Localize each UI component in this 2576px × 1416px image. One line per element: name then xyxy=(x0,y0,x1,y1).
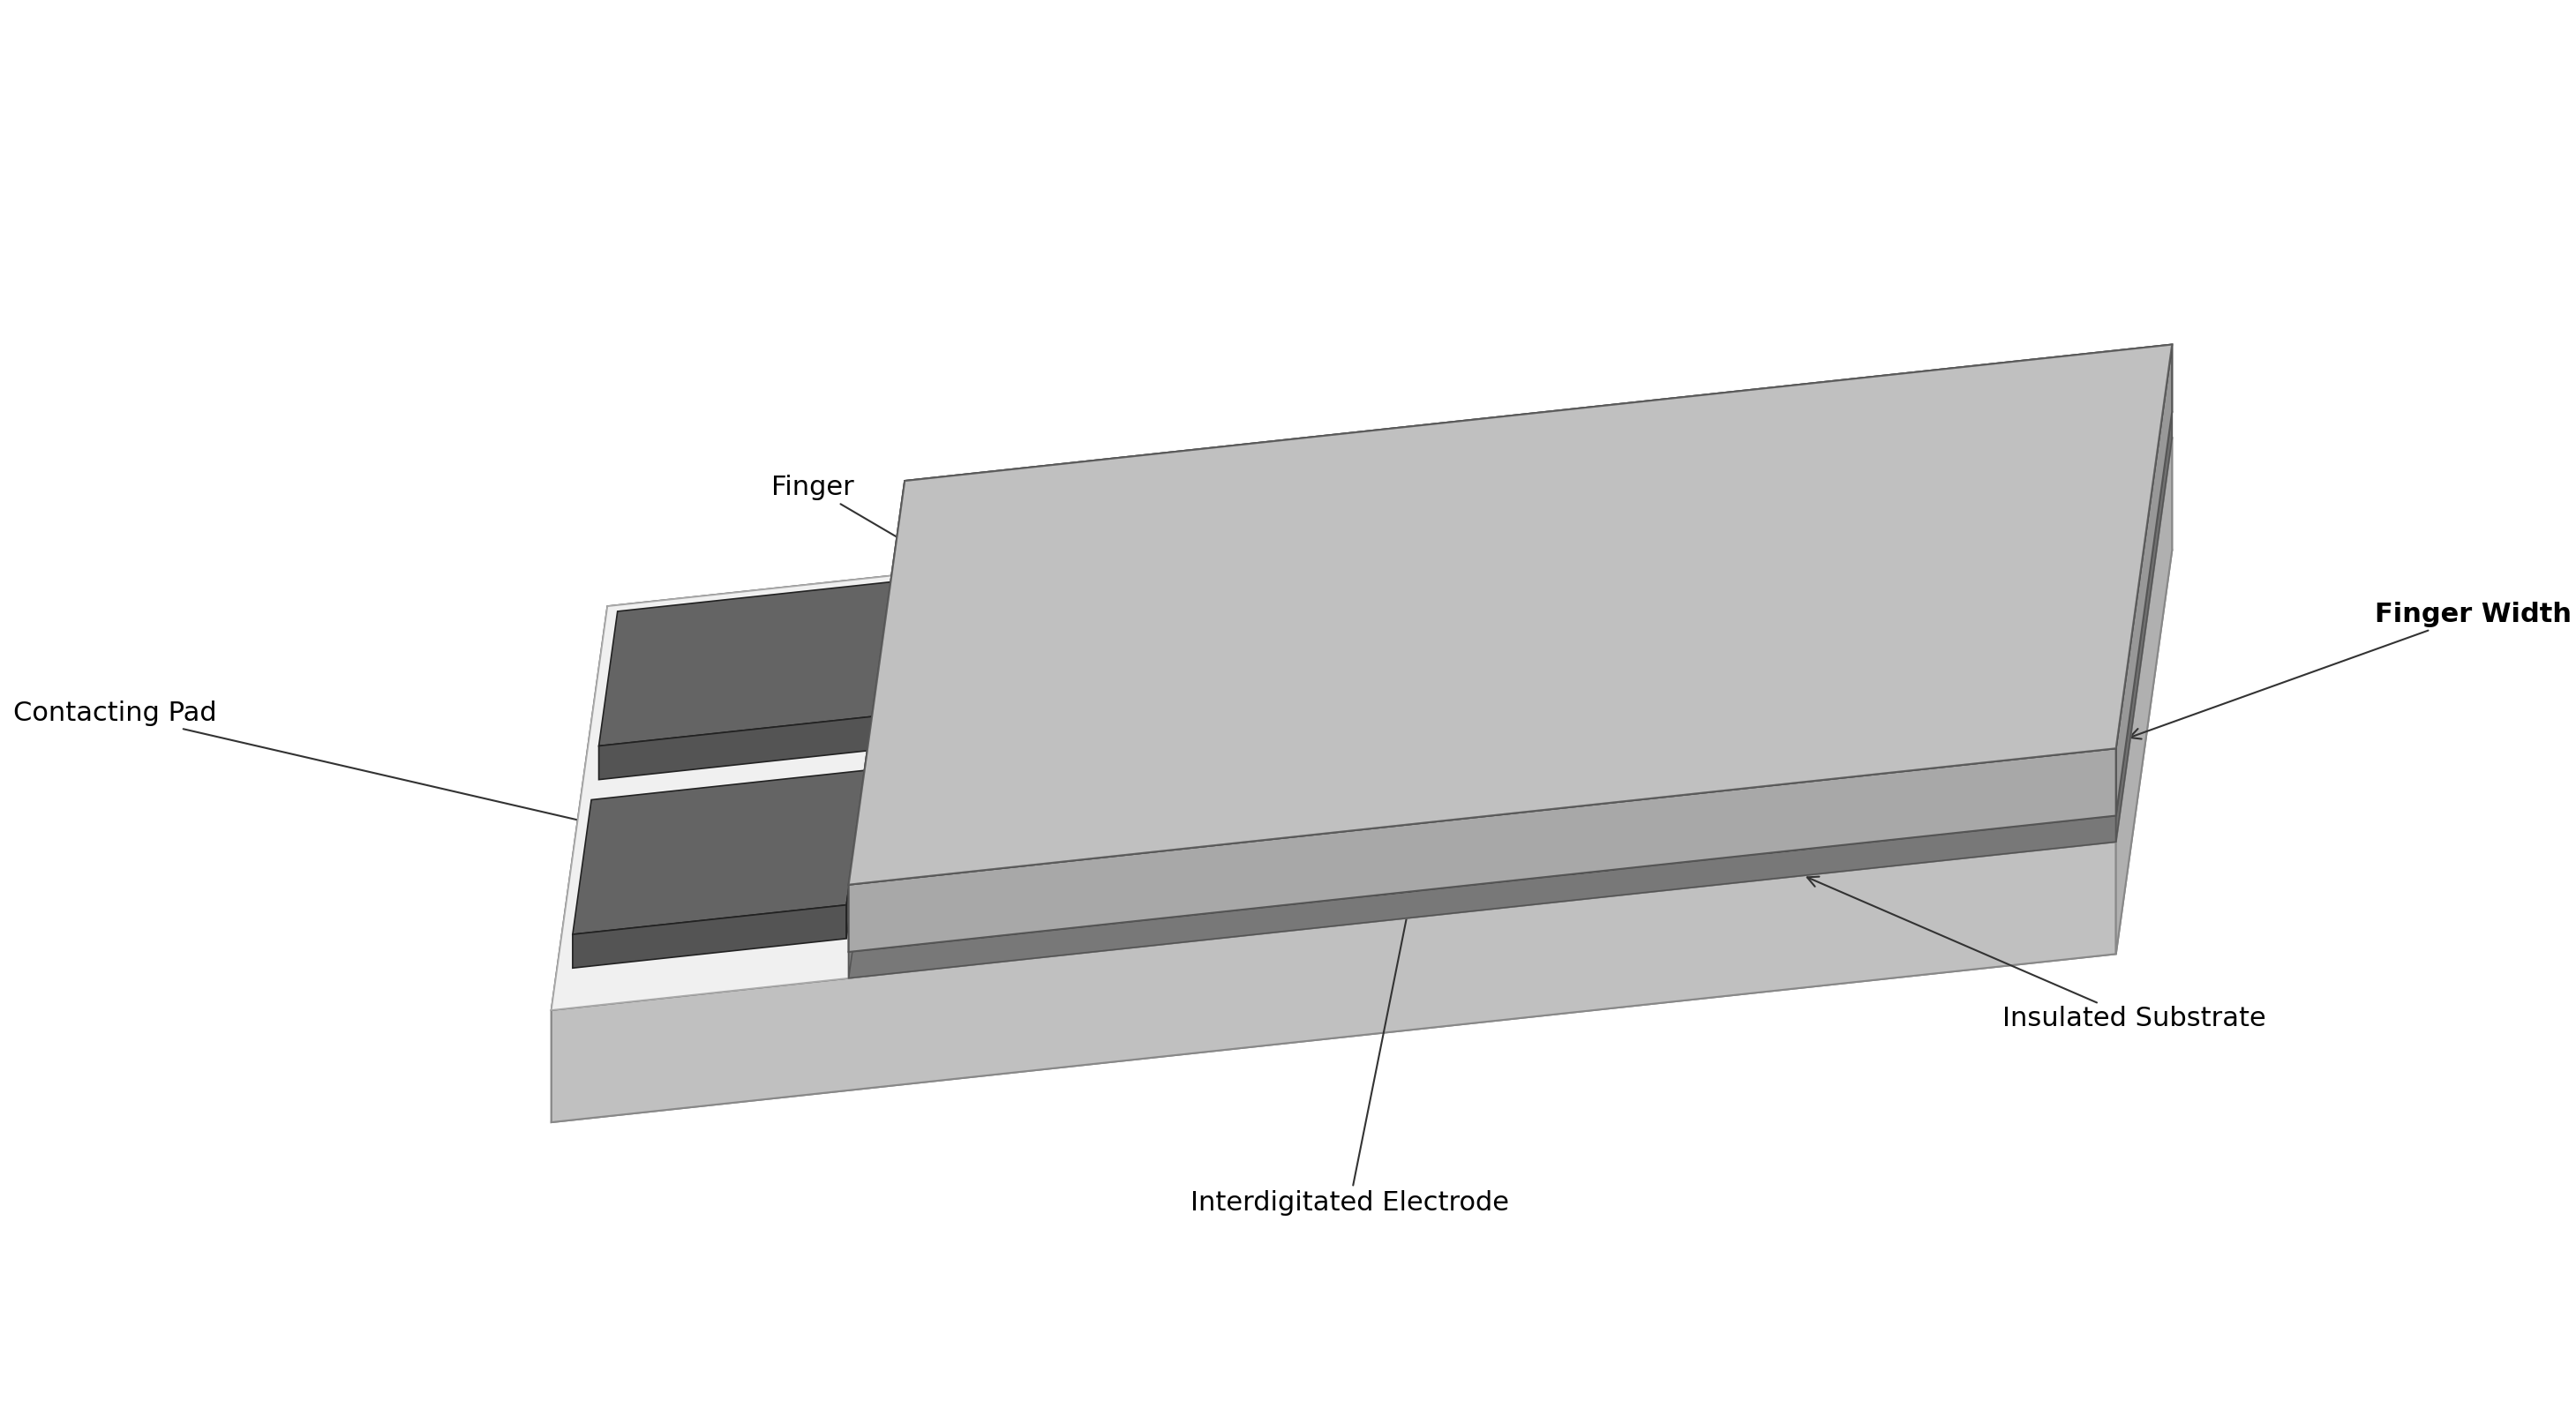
Polygon shape xyxy=(2115,344,2172,816)
Polygon shape xyxy=(1811,426,1868,848)
Polygon shape xyxy=(848,770,866,939)
Polygon shape xyxy=(1767,830,1811,854)
Polygon shape xyxy=(1669,840,1713,864)
Polygon shape xyxy=(1373,872,1417,895)
Polygon shape xyxy=(1909,415,1965,838)
Polygon shape xyxy=(848,481,904,952)
Polygon shape xyxy=(1515,457,1571,881)
Text: Contacting Pad: Contacting Pad xyxy=(13,701,706,852)
Polygon shape xyxy=(608,438,2172,718)
Polygon shape xyxy=(873,582,891,750)
Polygon shape xyxy=(1569,447,1669,855)
Polygon shape xyxy=(1569,447,1669,855)
Polygon shape xyxy=(1121,500,1177,923)
Polygon shape xyxy=(1275,479,1373,888)
Polygon shape xyxy=(1275,882,1319,906)
Text: Interdigitated Electrode: Interdigitated Electrode xyxy=(1190,896,1510,1216)
Text: Porous Sensing Layer: Porous Sensing Layer xyxy=(1095,545,1564,804)
Polygon shape xyxy=(1963,405,2063,813)
Polygon shape xyxy=(1865,415,1965,824)
Text: Gap Width: Gap Width xyxy=(1703,396,1909,630)
Polygon shape xyxy=(848,412,2172,952)
Polygon shape xyxy=(1767,830,1811,854)
Polygon shape xyxy=(551,438,2172,1010)
Polygon shape xyxy=(881,851,1613,949)
Polygon shape xyxy=(904,412,2172,575)
Polygon shape xyxy=(2115,412,2172,843)
Text: Finger Width: Finger Width xyxy=(2130,602,2571,739)
Polygon shape xyxy=(930,447,1669,566)
Polygon shape xyxy=(551,606,608,1123)
Polygon shape xyxy=(1175,490,1275,898)
Polygon shape xyxy=(848,344,2172,885)
Polygon shape xyxy=(572,905,848,969)
Polygon shape xyxy=(1613,447,1669,869)
Polygon shape xyxy=(1373,872,1417,895)
Polygon shape xyxy=(925,521,979,944)
Polygon shape xyxy=(979,915,1023,937)
Polygon shape xyxy=(598,582,891,746)
Text: Over laping area: Over laping area xyxy=(1628,377,2148,473)
Polygon shape xyxy=(1963,809,2009,833)
Polygon shape xyxy=(1417,469,1473,891)
Polygon shape xyxy=(2115,438,2172,954)
Polygon shape xyxy=(1417,469,1473,891)
Polygon shape xyxy=(1175,893,1218,916)
Polygon shape xyxy=(881,810,1620,930)
Polygon shape xyxy=(1373,469,1473,877)
Polygon shape xyxy=(1767,426,1868,834)
Polygon shape xyxy=(1218,490,1275,912)
Polygon shape xyxy=(848,344,2172,885)
Polygon shape xyxy=(1767,426,1868,834)
Polygon shape xyxy=(1713,436,1767,860)
Polygon shape xyxy=(1569,851,1613,875)
Polygon shape xyxy=(1077,500,1177,909)
Polygon shape xyxy=(979,511,1079,919)
Polygon shape xyxy=(572,770,866,935)
Polygon shape xyxy=(1811,426,1868,848)
Polygon shape xyxy=(1569,851,1613,875)
Polygon shape xyxy=(1373,469,1473,877)
Polygon shape xyxy=(904,344,2172,548)
Polygon shape xyxy=(551,843,2115,1123)
Polygon shape xyxy=(551,572,920,1010)
Polygon shape xyxy=(881,925,925,949)
Text: Finger: Finger xyxy=(770,474,1170,697)
Polygon shape xyxy=(551,551,2172,1123)
Polygon shape xyxy=(2009,405,2063,827)
Polygon shape xyxy=(848,749,2115,952)
Text: Insulated Substrate: Insulated Substrate xyxy=(1808,877,2267,1032)
Polygon shape xyxy=(1319,479,1373,902)
Polygon shape xyxy=(1077,903,1121,927)
Polygon shape xyxy=(1471,457,1571,867)
Polygon shape xyxy=(1023,511,1079,933)
Polygon shape xyxy=(598,716,873,780)
Polygon shape xyxy=(848,816,2115,978)
Polygon shape xyxy=(1613,447,1669,869)
Polygon shape xyxy=(1471,861,1515,885)
Polygon shape xyxy=(848,548,904,978)
Polygon shape xyxy=(1669,436,1767,845)
Polygon shape xyxy=(881,521,979,930)
Polygon shape xyxy=(1865,820,1909,843)
